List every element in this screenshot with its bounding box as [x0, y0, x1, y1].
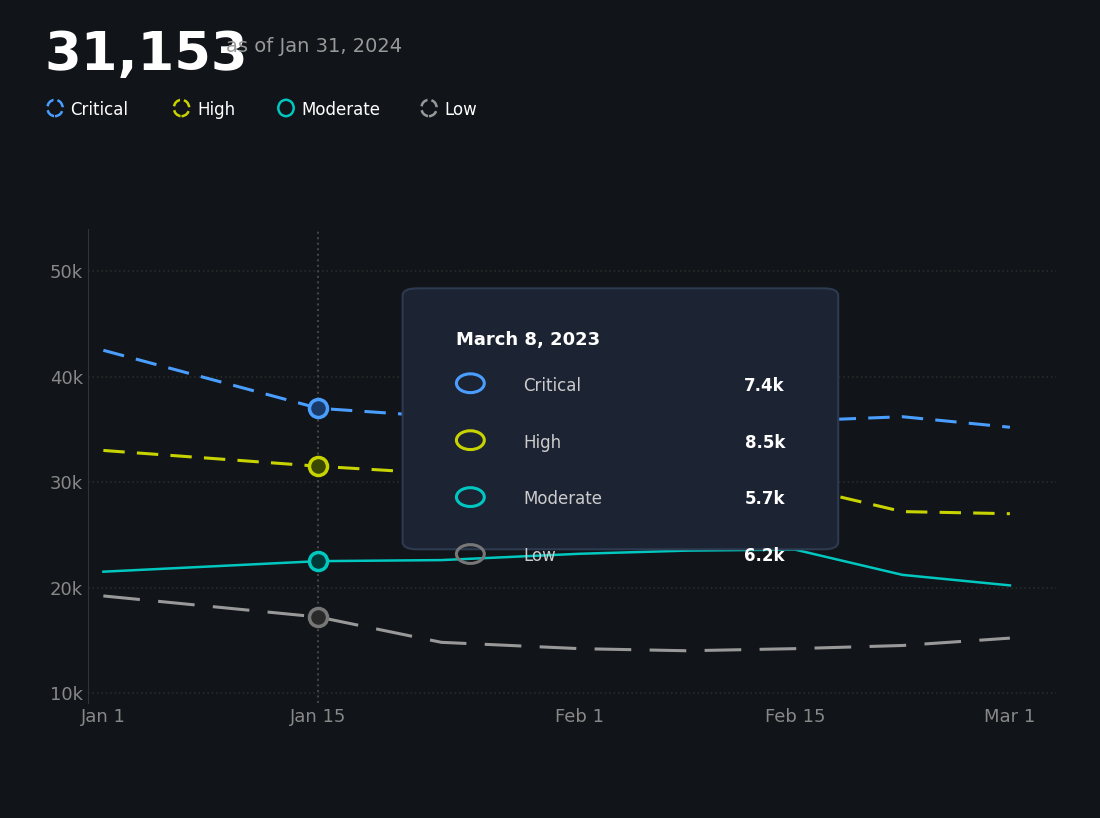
- Text: Low: Low: [444, 101, 477, 119]
- Text: 7.4k: 7.4k: [745, 376, 785, 394]
- Text: Critical: Critical: [70, 101, 129, 119]
- FancyBboxPatch shape: [403, 289, 838, 550]
- Text: High: High: [197, 101, 235, 119]
- Text: Low: Low: [524, 547, 557, 565]
- Text: 6.2k: 6.2k: [745, 547, 785, 565]
- Text: Critical: Critical: [524, 376, 582, 394]
- Text: 5.7k: 5.7k: [745, 491, 785, 509]
- Text: 8.5k: 8.5k: [745, 434, 785, 452]
- Text: March 8, 2023: March 8, 2023: [455, 331, 600, 349]
- Text: Moderate: Moderate: [301, 101, 381, 119]
- Text: High: High: [524, 434, 562, 452]
- Text: 31,153: 31,153: [44, 29, 248, 81]
- Text: as of Jan 31, 2024: as of Jan 31, 2024: [226, 37, 402, 56]
- Text: Moderate: Moderate: [524, 491, 603, 509]
